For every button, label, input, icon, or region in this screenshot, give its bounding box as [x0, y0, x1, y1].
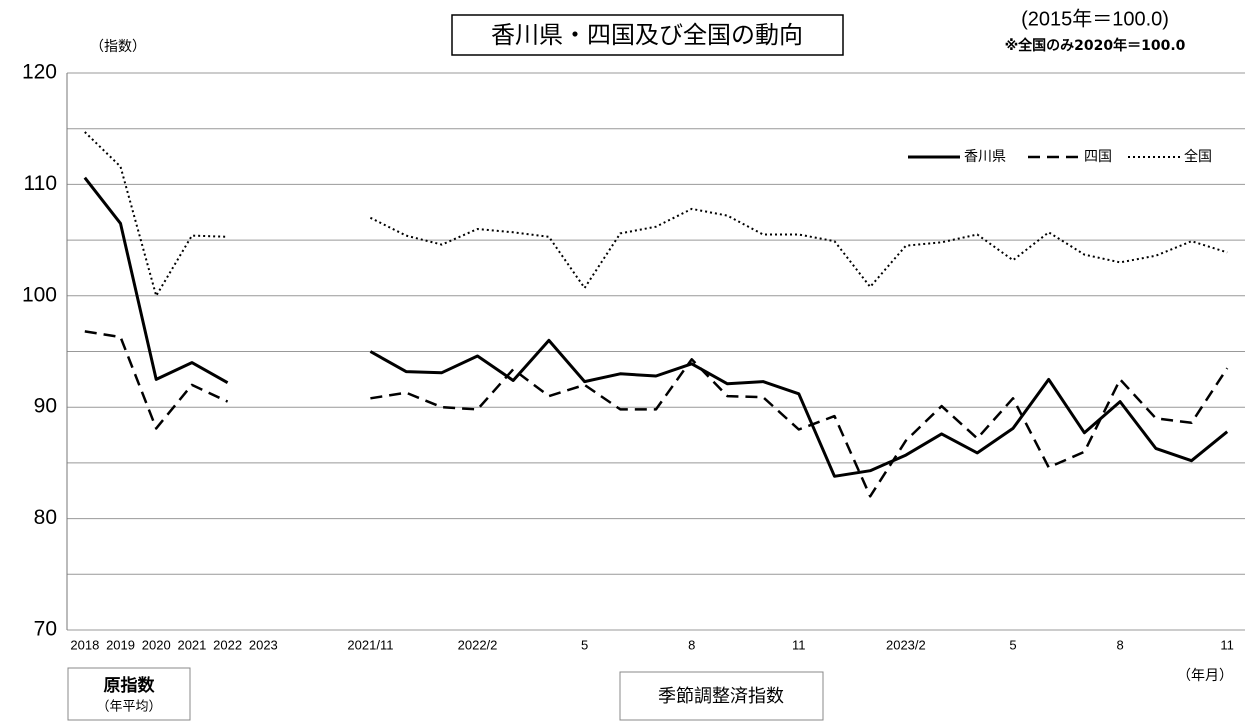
x-tick-label: 2022/2: [458, 637, 498, 652]
legend-label: 香川県: [964, 149, 1006, 165]
series-line: [84, 131, 1228, 297]
y-tick-label: 100: [22, 283, 57, 306]
note: ※全国のみ2020年＝100.0: [1005, 37, 1186, 54]
x-tick-label: 2021/11: [347, 637, 393, 652]
y-tick-label: 90: [34, 395, 57, 418]
x-tick-label: 2020: [142, 637, 171, 652]
x-tick-label: 11: [1220, 637, 1234, 652]
x-axis-label: （年月）: [1177, 668, 1233, 684]
x-tick-label: 5: [581, 637, 588, 652]
subtitle: (2015年＝100.0): [1021, 7, 1169, 30]
x-tick-label: 2018: [70, 637, 99, 652]
x-tick-label: 5: [1009, 637, 1016, 652]
x-tick-label: 8: [1116, 637, 1123, 652]
title-box: [451, 14, 844, 56]
annual-sublabel: （年平均）: [96, 700, 161, 715]
annual-label: 原指数: [104, 675, 156, 696]
x-tick-label: 2021: [177, 637, 206, 652]
x-tick-label: 11: [792, 637, 806, 652]
y-tick-label: 120: [22, 61, 57, 84]
series-line: [84, 330, 1229, 498]
x-tick-label: 2022: [213, 637, 242, 652]
x-tick-label: 2019: [106, 637, 135, 652]
legend-label: 四国: [1084, 149, 1112, 165]
seasonal-box: [619, 671, 824, 721]
legend-label: 全国: [1184, 148, 1212, 165]
y-tick-label: 110: [24, 172, 57, 195]
y-axis-label: （指数）: [90, 39, 146, 55]
y-tick-label: 80: [34, 506, 57, 529]
x-tick-label: 2023: [249, 637, 278, 652]
chart-title: 香川県・四国及び全国の動向: [491, 21, 803, 49]
series-line: [83, 176, 1229, 478]
y-tick-label: 70: [34, 618, 57, 641]
x-tick-label: 8: [688, 637, 695, 652]
x-tick-label: 2023/2: [886, 637, 926, 652]
seasonal-label: 季節調整済指数: [658, 686, 784, 707]
annual-box: [67, 667, 191, 721]
